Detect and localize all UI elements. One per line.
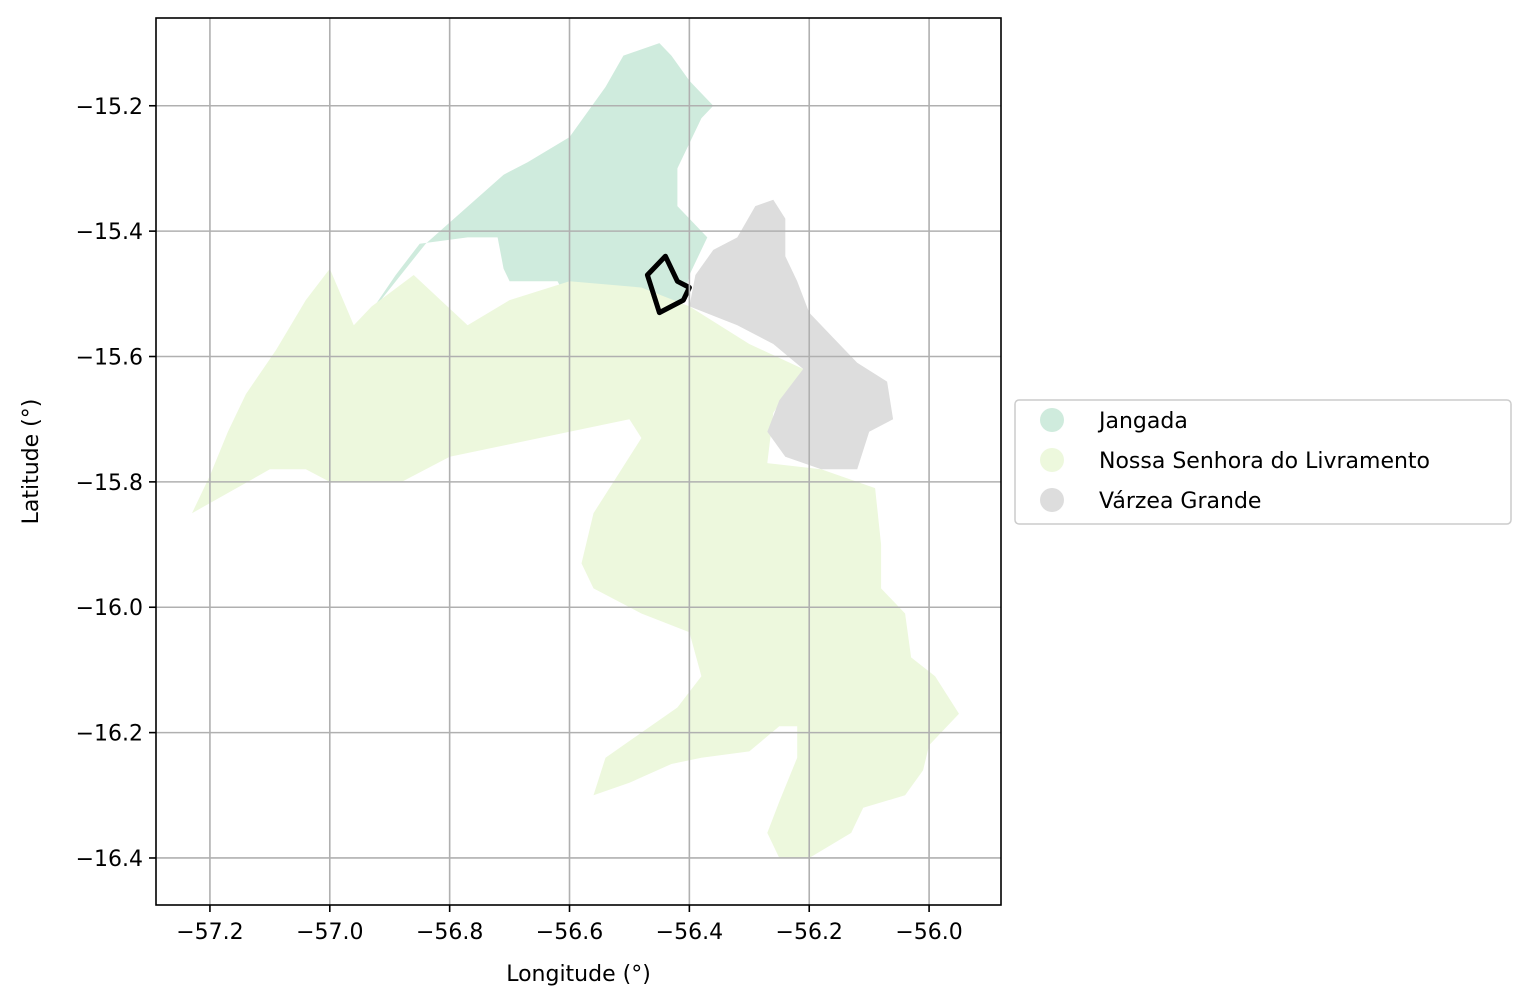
legend-marker: [1040, 448, 1064, 472]
x-tick-label: −56.4: [656, 920, 723, 945]
y-axis-label: Latitude (°): [19, 399, 44, 525]
highlighted-area-outline: [644, 253, 692, 316]
legend-box: [1014, 399, 1512, 525]
legend: Jangada Nossa Senhora do Livramento Várzea…: [1014, 399, 1512, 525]
region-nossa-senhora-do-livramento: [192, 268, 959, 858]
legend-label: Jangada: [1097, 409, 1188, 434]
x-axis-ticks: −57.2 −57.0 −56.8 −56.6 −56.4 −56.2 −56.0: [176, 905, 963, 945]
y-tick-label: −16.0: [76, 596, 143, 621]
x-tick-label: −57.0: [296, 920, 363, 945]
legend-label: Várzea Grande: [1099, 489, 1261, 514]
grid-layer: [156, 18, 1001, 905]
x-axis-label: Longitude (°): [506, 962, 651, 987]
legend-items: Jangada Nossa Senhora do Livramento Várzea…: [1040, 408, 1430, 514]
y-tick-label: −15.6: [76, 346, 143, 371]
y-tick-label: −16.4: [76, 847, 143, 872]
highlight-layer: [644, 253, 692, 316]
y-tick-label: −15.4: [76, 220, 143, 245]
legend-marker: [1040, 488, 1064, 512]
legend-label: Nossa Senhora do Livramento: [1099, 449, 1430, 474]
region-v-rzea-grande: [689, 199, 894, 470]
y-tick-label: −15.2: [76, 95, 143, 120]
x-tick-label: −56.6: [536, 920, 603, 945]
y-tick-label: −16.2: [76, 722, 143, 747]
y-tick-label: −15.8: [76, 471, 143, 496]
x-tick-label: −57.2: [176, 920, 243, 945]
legend-marker: [1040, 408, 1064, 432]
y-axis-ticks: −15.2 −15.4 −15.6 −15.8 −16.0 −16.2 −16.4: [76, 95, 156, 872]
axes-frame: [155, 17, 1002, 906]
region-jangada: [365, 43, 714, 326]
x-tick-label: −56.0: [895, 920, 962, 945]
x-tick-label: −56.2: [776, 920, 843, 945]
x-tick-label: −56.8: [416, 920, 483, 945]
regions-layer: [192, 43, 959, 858]
